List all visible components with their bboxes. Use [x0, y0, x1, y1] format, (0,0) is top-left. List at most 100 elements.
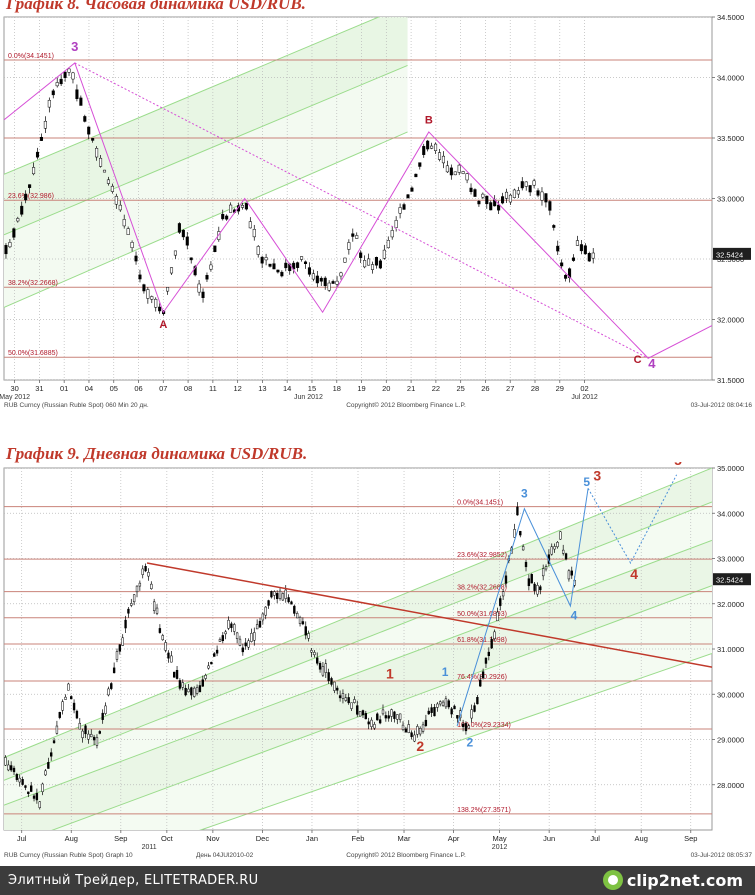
fibonacci-level-label: 138.2%(27.3571): [457, 807, 511, 814]
wave-path-line: [4, 62, 712, 359]
y-axis-tick-label: 29.0000: [717, 736, 744, 745]
clip2net-logo-icon: [602, 870, 623, 890]
candle-body: [95, 148, 99, 158]
candle-body: [253, 632, 256, 641]
candle-body: [126, 228, 130, 235]
y-axis-tick-label: 32.0000: [717, 600, 744, 609]
candle-body: [16, 218, 20, 222]
trend-channel-line: [199, 653, 712, 830]
candle-body: [461, 723, 465, 727]
candle-body: [571, 257, 576, 261]
candle-body: [115, 651, 119, 660]
candle-body: [398, 207, 402, 214]
candle-body: [233, 624, 236, 632]
candle-body: [218, 639, 222, 642]
candle-body: [213, 245, 217, 252]
candle-body: [158, 628, 162, 633]
candle-body: [292, 262, 296, 270]
candle-body: [12, 767, 16, 773]
candle-body: [575, 240, 579, 246]
candle-body: [536, 190, 540, 196]
x-axis-tick-label: Jan: [306, 834, 318, 843]
candle-body: [376, 713, 379, 721]
candle-body: [248, 221, 252, 229]
candle-body: [67, 68, 71, 73]
wave-label: 5: [674, 462, 682, 468]
wave-label: A: [159, 319, 167, 331]
x-axis-tick-label: Oct: [161, 834, 174, 843]
candle-body: [301, 621, 305, 625]
candle-body: [449, 167, 453, 176]
candle-body: [519, 531, 522, 536]
candle-body: [90, 734, 93, 738]
candle-body: [548, 201, 552, 211]
candle-body: [121, 637, 124, 646]
candle-body: [296, 613, 299, 619]
candle-body: [190, 687, 193, 696]
wave-label: 2: [467, 735, 474, 749]
candle-body: [170, 655, 173, 663]
candle-body: [98, 731, 102, 734]
x-axis-tick-label: 25: [456, 384, 464, 393]
candle-body: [323, 277, 327, 287]
candle-body: [281, 593, 285, 601]
candle-body: [247, 640, 250, 648]
candle-body: [485, 195, 489, 205]
candle-body: [422, 146, 426, 155]
x-axis-group-label: Jul 2012: [571, 394, 598, 401]
candle-body: [441, 155, 445, 164]
candle-body: [164, 642, 167, 651]
candle-body: [465, 173, 469, 181]
x-axis-tick-label: 07: [159, 384, 167, 393]
candle-body: [527, 578, 531, 587]
candle-body: [344, 697, 347, 701]
daily-usdrub-chart: 0.0%(34.1451) 23.6%(32.9852) 38.2%(32.2688…: [3, 462, 752, 859]
candle-body: [205, 275, 209, 280]
wave-path-line: [146, 562, 712, 668]
candle-body: [358, 711, 362, 717]
candle-body: [303, 261, 308, 265]
clip2net-logo[interactable]: clip2net.com: [602, 869, 743, 891]
candle-body: [7, 764, 10, 771]
candle-body: [71, 72, 75, 80]
candle-body: [461, 171, 465, 174]
candle-body: [225, 215, 229, 220]
wave-label: 1: [386, 665, 394, 681]
candle-body: [132, 594, 136, 603]
candle-body: [177, 223, 181, 233]
candle-body: [457, 164, 461, 173]
candle-body: [59, 78, 63, 85]
candle-body: [130, 242, 134, 248]
candle-body: [150, 296, 154, 300]
candle-body: [524, 181, 528, 187]
candle-body: [481, 193, 485, 198]
wave-label: 5: [583, 475, 590, 489]
x-axis-tick-label: May: [493, 834, 507, 843]
candle-body: [213, 653, 216, 657]
candle-body: [61, 701, 64, 711]
y-axis-tick-label: 34.0000: [717, 74, 744, 83]
candle-body: [130, 603, 133, 606]
x-axis-tick-label: 08: [184, 384, 192, 393]
trend-channel-line: [4, 131, 408, 308]
candle-body: [185, 236, 189, 246]
candle-body: [255, 624, 259, 630]
candle-body: [476, 697, 479, 705]
candle-body: [24, 785, 27, 788]
candle-body: [310, 650, 313, 653]
candle-body: [4, 245, 8, 255]
candle-body: [198, 685, 202, 693]
candle-body: [564, 274, 568, 279]
candle-body: [112, 667, 116, 674]
candle-body: [155, 607, 159, 614]
candle-body: [184, 687, 187, 696]
candle-body: [528, 185, 532, 193]
candle-body: [210, 661, 213, 665]
candle-body: [55, 725, 59, 734]
candle-body: [532, 180, 536, 186]
candle-body: [436, 703, 439, 708]
candle-body: [410, 187, 414, 192]
candle-body: [439, 701, 442, 705]
candle-body: [544, 193, 548, 203]
candle-body: [272, 263, 276, 270]
